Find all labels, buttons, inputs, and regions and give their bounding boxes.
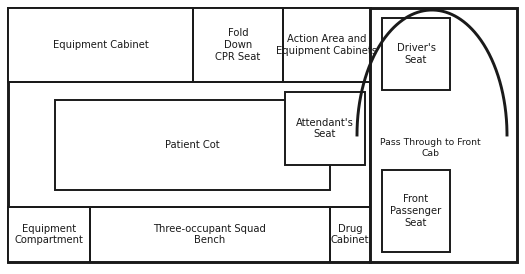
Bar (330, 207, 370, 262)
Bar (382, 170, 450, 252)
Bar (8, 8, 370, 262)
Text: Attendant's
Seat: Attendant's Seat (296, 118, 354, 139)
Text: Pass Through to Front
Cab: Pass Through to Front Cab (380, 138, 480, 158)
Bar (90, 207, 330, 262)
Bar (382, 18, 450, 90)
Text: Patient Cot: Patient Cot (165, 140, 220, 150)
Text: Equipment Cabinet: Equipment Cabinet (52, 40, 149, 50)
Text: Three-occupant Squad
Bench: Three-occupant Squad Bench (153, 224, 266, 245)
Bar (285, 92, 365, 165)
Bar (283, 8, 370, 82)
Text: Fold
Down
CPR Seat: Fold Down CPR Seat (215, 28, 260, 62)
Bar (55, 100, 330, 190)
Bar (193, 8, 283, 82)
Bar (370, 8, 517, 262)
Text: Front
Passenger
Seat: Front Passenger Seat (391, 194, 442, 228)
Text: Driver's
Seat: Driver's Seat (396, 43, 436, 65)
Text: Equipment
Compartment: Equipment Compartment (15, 224, 83, 245)
Bar (8, 8, 193, 82)
Text: Action Area and
Equipment Cabinets: Action Area and Equipment Cabinets (276, 34, 377, 56)
Bar (8, 207, 90, 262)
Text: Drug
Cabinet: Drug Cabinet (331, 224, 369, 245)
